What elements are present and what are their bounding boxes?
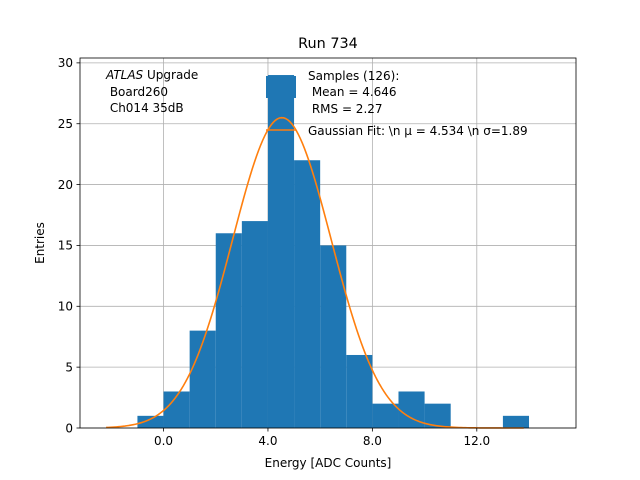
annotation-channel: Ch014 35dB bbox=[106, 101, 184, 115]
legend: Samples (126): Mean = 4.646 RMS = 2.27 G… bbox=[266, 69, 528, 138]
histogram-bar bbox=[294, 160, 321, 428]
histogram-bar bbox=[502, 415, 530, 428]
y-tick-label: 30 bbox=[58, 56, 73, 70]
y-tick-label: 10 bbox=[58, 300, 73, 314]
plot-frame bbox=[79, 57, 577, 429]
x-tick-label: 0.0 bbox=[154, 434, 173, 448]
chart-title: Run 734 bbox=[298, 36, 358, 52]
atlas-label: ATLAS bbox=[105, 68, 144, 82]
y-tick-label: 25 bbox=[58, 117, 73, 131]
histogram-bar bbox=[372, 403, 399, 428]
histogram-bar bbox=[320, 245, 347, 428]
x-tick-label: 4.0 bbox=[258, 434, 277, 448]
x-tick-label: 8.0 bbox=[363, 434, 382, 448]
y-tick-label: 0 bbox=[65, 421, 73, 435]
histogram-bar bbox=[137, 415, 164, 428]
histogram-bars bbox=[137, 75, 530, 428]
gaussian-fit-curve bbox=[106, 116, 524, 429]
y-axis-label: Entries bbox=[33, 222, 47, 264]
legend-fit-label: Gaussian Fit: \n μ = 4.534 \n σ=1.89 bbox=[308, 124, 528, 138]
x-tick-label: 12.0 bbox=[463, 434, 490, 448]
histogram-bar bbox=[346, 354, 373, 428]
y-tick-label: 20 bbox=[58, 178, 73, 192]
x-axis-label: Energy [ADC Counts] bbox=[265, 456, 392, 470]
histogram-bar bbox=[241, 221, 268, 428]
y-tick-label: 5 bbox=[65, 360, 73, 374]
annotation-line-1: ATLAS Upgrade bbox=[105, 68, 198, 82]
histogram-bar bbox=[215, 233, 242, 428]
legend-samples-rms: RMS = 2.27 bbox=[308, 102, 383, 116]
legend-samples-patch bbox=[266, 76, 296, 98]
legend-samples-mean: Mean = 4.646 bbox=[308, 85, 397, 99]
x-axis-ticks: 0.0 4.0 8.0 12.0 bbox=[154, 428, 490, 448]
y-axis-ticks: 0 5 10 15 20 25 30 bbox=[58, 56, 80, 435]
histogram-bar bbox=[267, 75, 295, 428]
histogram-bar bbox=[163, 391, 190, 428]
upgrade-label: Upgrade bbox=[143, 68, 198, 82]
legend-samples-title: Samples (126): bbox=[308, 69, 399, 83]
annotation-board: Board260 bbox=[106, 85, 168, 99]
y-tick-label: 15 bbox=[58, 239, 73, 253]
histogram-bar bbox=[189, 330, 216, 428]
